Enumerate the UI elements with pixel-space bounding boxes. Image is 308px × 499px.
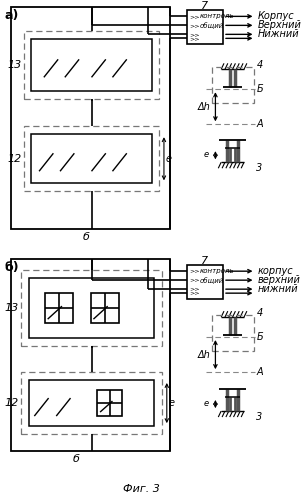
Text: Фиг. 3: Фиг. 3 xyxy=(123,484,160,494)
Text: 3: 3 xyxy=(256,163,263,173)
Text: е: е xyxy=(169,398,175,408)
Bar xyxy=(21,372,162,434)
Text: контроль: контроль xyxy=(200,268,235,274)
Bar xyxy=(212,67,253,103)
Text: >>: >> xyxy=(190,36,200,41)
Bar xyxy=(31,134,152,183)
Bar xyxy=(187,10,223,44)
Text: б): б) xyxy=(5,261,19,274)
Text: >>: >> xyxy=(190,14,200,19)
Text: >>: >> xyxy=(190,286,200,291)
Bar xyxy=(187,265,223,299)
Text: е: е xyxy=(204,399,209,408)
Text: верхний: верхний xyxy=(257,275,300,285)
Text: Б: Б xyxy=(256,332,263,342)
Text: 7: 7 xyxy=(201,1,209,11)
Text: А: А xyxy=(256,367,263,377)
Text: е: е xyxy=(204,150,209,159)
Text: е: е xyxy=(166,154,172,164)
Text: А: А xyxy=(256,119,263,129)
Bar xyxy=(31,39,152,91)
Text: 3: 3 xyxy=(256,412,263,422)
Bar xyxy=(29,278,154,338)
Bar xyxy=(21,270,162,346)
Text: Нижний: Нижний xyxy=(257,29,299,39)
Bar xyxy=(11,259,170,451)
Text: Δh: Δh xyxy=(198,350,210,360)
Text: Б: Б xyxy=(256,84,263,94)
Text: >>: >> xyxy=(190,32,200,37)
Text: контроль: контроль xyxy=(200,13,235,19)
Text: 13: 13 xyxy=(5,303,19,313)
Bar xyxy=(97,390,122,416)
Bar xyxy=(24,126,159,191)
Text: 13: 13 xyxy=(8,60,22,70)
Text: >>: >> xyxy=(190,277,200,282)
Text: >>: >> xyxy=(190,268,200,273)
Text: 4: 4 xyxy=(256,308,263,318)
Bar xyxy=(24,31,159,99)
Bar xyxy=(91,293,119,323)
Text: >>: >> xyxy=(190,23,200,28)
Text: 4: 4 xyxy=(256,60,263,70)
Text: нижний: нижний xyxy=(257,284,298,294)
Bar xyxy=(29,380,154,426)
Text: Верхний: Верхний xyxy=(257,20,301,30)
Text: корпус: корпус xyxy=(257,266,293,276)
Bar xyxy=(11,7,170,229)
Text: Δh: Δh xyxy=(198,102,210,112)
Text: 12: 12 xyxy=(8,154,22,164)
Text: 12: 12 xyxy=(5,398,19,408)
Text: >>: >> xyxy=(190,290,200,295)
Text: б: б xyxy=(73,454,80,464)
Text: общий: общий xyxy=(200,22,225,29)
Text: б: б xyxy=(82,232,89,242)
Text: 7: 7 xyxy=(201,256,209,266)
Bar xyxy=(45,293,73,323)
Text: общий: общий xyxy=(200,277,225,283)
Bar xyxy=(212,315,253,351)
Text: Корпус: Корпус xyxy=(257,11,294,21)
Text: а): а) xyxy=(5,9,19,22)
